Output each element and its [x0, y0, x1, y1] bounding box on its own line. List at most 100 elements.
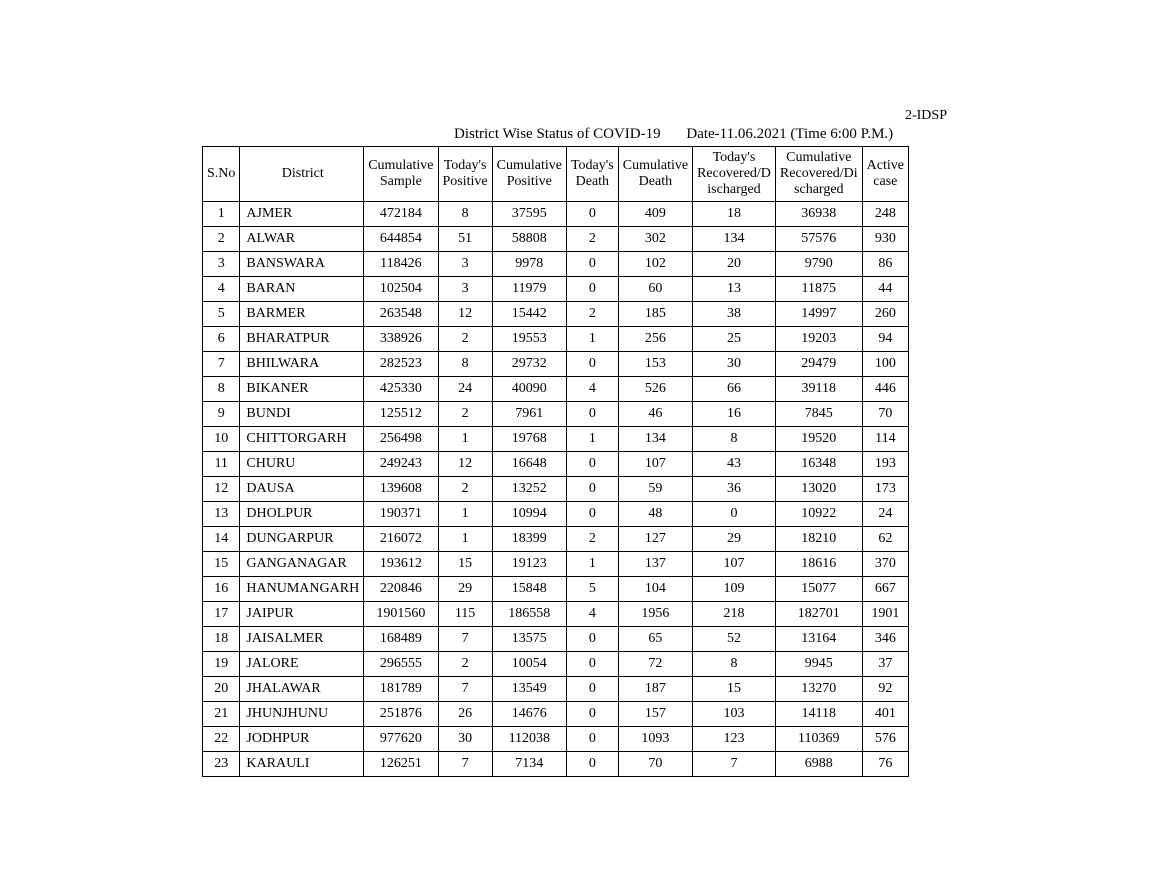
cell-cum-positive: 40090: [492, 377, 566, 402]
cell-sno: 18: [203, 627, 240, 652]
cell-cum-sample: 193612: [364, 552, 438, 577]
cell-active: 70: [862, 402, 908, 427]
cell-cum-recovered: 19203: [775, 327, 862, 352]
cell-today-positive: 1: [438, 527, 492, 552]
table-row: 23KARAULI126251771340707698876: [203, 752, 909, 777]
cell-cum-sample: 102504: [364, 277, 438, 302]
cell-today-death: 0: [566, 502, 618, 527]
cell-today-death: 0: [566, 677, 618, 702]
cell-sno: 10: [203, 427, 240, 452]
cell-district: AJMER: [240, 202, 364, 227]
cell-today-death: 4: [566, 602, 618, 627]
cell-cum-recovered: 11875: [775, 277, 862, 302]
table-row: 15GANGANAGAR1936121519123113710718616370: [203, 552, 909, 577]
table-row: 10CHITTORGARH2564981197681134819520114: [203, 427, 909, 452]
table-row: 8BIKANER425330244009045266639118446: [203, 377, 909, 402]
cell-cum-sample: 126251: [364, 752, 438, 777]
cell-today-recovered: 18: [693, 202, 776, 227]
cell-cum-recovered: 18616: [775, 552, 862, 577]
cell-cum-death: 187: [618, 677, 692, 702]
cell-today-recovered: 103: [693, 702, 776, 727]
cell-cum-death: 256: [618, 327, 692, 352]
cell-district: BARMER: [240, 302, 364, 327]
cell-today-positive: 1: [438, 427, 492, 452]
cell-cum-positive: 19553: [492, 327, 566, 352]
cell-cum-recovered: 16348: [775, 452, 862, 477]
cell-cum-sample: 181789: [364, 677, 438, 702]
table-row: 13DHOLPUR19037111099404801092224: [203, 502, 909, 527]
cell-cum-sample: 125512: [364, 402, 438, 427]
cell-cum-death: 107: [618, 452, 692, 477]
cell-cum-death: 72: [618, 652, 692, 677]
cell-cum-recovered: 36938: [775, 202, 862, 227]
cell-cum-death: 59: [618, 477, 692, 502]
cell-today-death: 0: [566, 277, 618, 302]
cell-today-death: 0: [566, 402, 618, 427]
cell-cum-positive: 186558: [492, 602, 566, 627]
cell-cum-sample: 139608: [364, 477, 438, 502]
cell-cum-death: 70: [618, 752, 692, 777]
cell-cum-positive: 19123: [492, 552, 566, 577]
cell-district: BANSWARA: [240, 252, 364, 277]
cell-today-positive: 7: [438, 752, 492, 777]
cell-active: 86: [862, 252, 908, 277]
cell-cum-sample: 168489: [364, 627, 438, 652]
cell-today-death: 0: [566, 252, 618, 277]
cell-today-positive: 7: [438, 627, 492, 652]
cell-cum-sample: 220846: [364, 577, 438, 602]
cell-district: BHILWARA: [240, 352, 364, 377]
cell-today-recovered: 7: [693, 752, 776, 777]
cell-active: 370: [862, 552, 908, 577]
table-row: 9BUNDI1255122796104616784570: [203, 402, 909, 427]
cell-cum-recovered: 14118: [775, 702, 862, 727]
cell-sno: 15: [203, 552, 240, 577]
cell-today-recovered: 25: [693, 327, 776, 352]
cell-district: JAISALMER: [240, 627, 364, 652]
cell-cum-positive: 13252: [492, 477, 566, 502]
cell-cum-recovered: 13164: [775, 627, 862, 652]
cell-cum-sample: 296555: [364, 652, 438, 677]
table-row: 2ALWAR6448545158808230213457576930: [203, 227, 909, 252]
cell-today-positive: 29: [438, 577, 492, 602]
cell-cum-sample: 338926: [364, 327, 438, 352]
table-header-row: S.No District Cumulative Sample Today's …: [203, 147, 909, 202]
cell-today-positive: 30: [438, 727, 492, 752]
cell-today-death: 0: [566, 477, 618, 502]
cell-sno: 22: [203, 727, 240, 752]
cell-today-death: 0: [566, 627, 618, 652]
cell-today-death: 2: [566, 302, 618, 327]
cell-today-positive: 8: [438, 202, 492, 227]
table-body: 1AJMER472184837595040918369382482ALWAR64…: [203, 202, 909, 777]
table-row: 11CHURU249243121664801074316348193: [203, 452, 909, 477]
cell-sno: 8: [203, 377, 240, 402]
cell-today-positive: 3: [438, 277, 492, 302]
cell-district: HANUMANGARH: [240, 577, 364, 602]
cell-cum-sample: 251876: [364, 702, 438, 727]
cell-today-death: 1: [566, 427, 618, 452]
cell-cum-sample: 977620: [364, 727, 438, 752]
cell-district: BIKANER: [240, 377, 364, 402]
cell-active: 260: [862, 302, 908, 327]
cell-cum-death: 65: [618, 627, 692, 652]
cell-cum-death: 134: [618, 427, 692, 452]
cell-active: 76: [862, 752, 908, 777]
cell-sno: 3: [203, 252, 240, 277]
cell-today-recovered: 107: [693, 552, 776, 577]
cell-today-recovered: 52: [693, 627, 776, 652]
cell-cum-positive: 10994: [492, 502, 566, 527]
cell-district: JODHPUR: [240, 727, 364, 752]
cell-today-death: 2: [566, 227, 618, 252]
cell-today-death: 1: [566, 327, 618, 352]
col-header-cum-recovered: Cumulative Recovered/Di scharged: [775, 147, 862, 202]
cell-cum-death: 1956: [618, 602, 692, 627]
cell-today-positive: 2: [438, 652, 492, 677]
cell-today-recovered: 218: [693, 602, 776, 627]
cell-cum-death: 526: [618, 377, 692, 402]
cell-district: JALORE: [240, 652, 364, 677]
cell-district: BARAN: [240, 277, 364, 302]
cell-today-recovered: 15: [693, 677, 776, 702]
cell-sno: 2: [203, 227, 240, 252]
cell-cum-positive: 13575: [492, 627, 566, 652]
cell-cum-positive: 15442: [492, 302, 566, 327]
cell-active: 92: [862, 677, 908, 702]
